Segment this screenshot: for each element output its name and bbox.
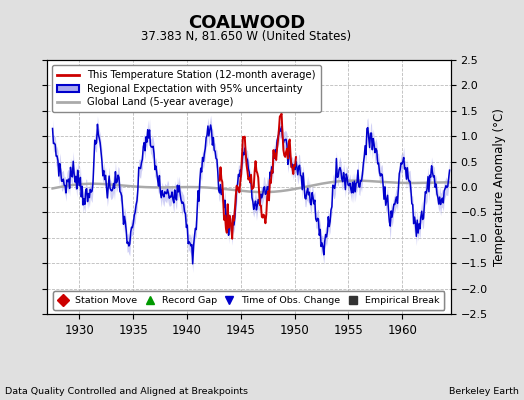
Text: COALWOOD: COALWOOD xyxy=(188,14,305,32)
Text: Berkeley Earth: Berkeley Earth xyxy=(449,387,519,396)
Text: 37.383 N, 81.650 W (United States): 37.383 N, 81.650 W (United States) xyxy=(141,30,352,43)
Y-axis label: Temperature Anomaly (°C): Temperature Anomaly (°C) xyxy=(493,108,506,266)
Text: Data Quality Controlled and Aligned at Breakpoints: Data Quality Controlled and Aligned at B… xyxy=(5,387,248,396)
Legend: Station Move, Record Gap, Time of Obs. Change, Empirical Break: Station Move, Record Gap, Time of Obs. C… xyxy=(53,291,444,310)
